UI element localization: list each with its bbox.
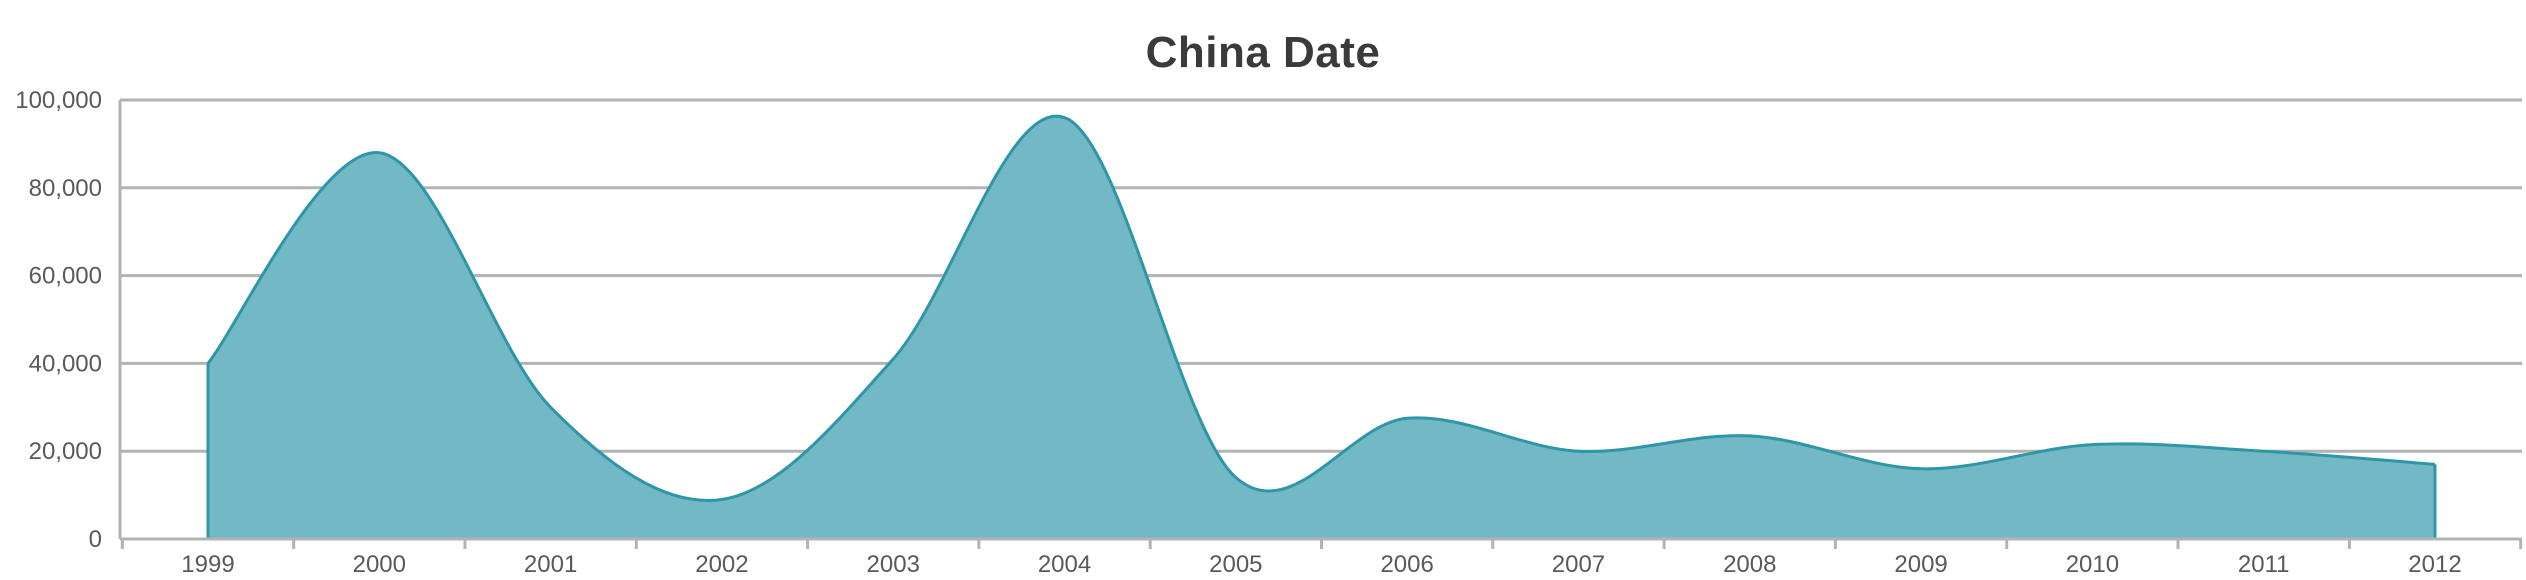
x-tick-label: 2001 xyxy=(524,551,577,578)
data-point xyxy=(377,151,381,155)
data-point xyxy=(1063,116,1067,120)
y-tick-label: 100,000 xyxy=(15,87,102,114)
x-tick-label: 2006 xyxy=(1380,551,1433,578)
data-point xyxy=(891,357,895,361)
y-tick-label: 40,000 xyxy=(29,350,102,377)
label-layer: 0 20,000 40,000 60,000 80,000 100,000 1999 2000… xyxy=(15,87,2461,578)
data-point xyxy=(1919,467,1923,471)
data-point xyxy=(720,497,724,501)
x-tick-label: 2000 xyxy=(353,551,406,578)
x-tick-label: 2008 xyxy=(1723,551,1776,578)
x-tick-label: 2009 xyxy=(1894,551,1947,578)
data-point xyxy=(2433,462,2437,466)
x-tick-label: 2005 xyxy=(1209,551,1262,578)
x-tick-label: 2004 xyxy=(1038,551,1091,578)
data-point xyxy=(1748,434,1752,438)
data-point xyxy=(1405,416,1409,420)
data-point xyxy=(1234,476,1238,480)
data-point xyxy=(2262,449,2266,453)
chart-title: China Date xyxy=(1145,28,1381,77)
area-layer xyxy=(206,114,2437,539)
data-point xyxy=(1576,449,1580,453)
y-tick-label: 80,000 xyxy=(29,175,102,202)
y-tick-label: 60,000 xyxy=(29,263,102,290)
x-tick-label: 2011 xyxy=(2238,551,2290,578)
area-fill xyxy=(208,116,2435,539)
data-point xyxy=(549,405,553,409)
y-tick-label: 0 xyxy=(89,526,102,553)
x-tick-label: 2012 xyxy=(2408,551,2461,578)
axis-layer xyxy=(118,100,2523,549)
y-tick-label: 20,000 xyxy=(29,438,102,465)
series-line xyxy=(206,114,2436,502)
x-tick-label: 2003 xyxy=(867,551,920,578)
x-tick-label: 2010 xyxy=(2066,551,2119,578)
x-tick-label: 2002 xyxy=(695,551,748,578)
x-tick-label: 2007 xyxy=(1552,551,1605,578)
x-tick-label: 1999 xyxy=(181,551,234,578)
data-point xyxy=(206,361,210,365)
data-point xyxy=(2090,443,2094,447)
